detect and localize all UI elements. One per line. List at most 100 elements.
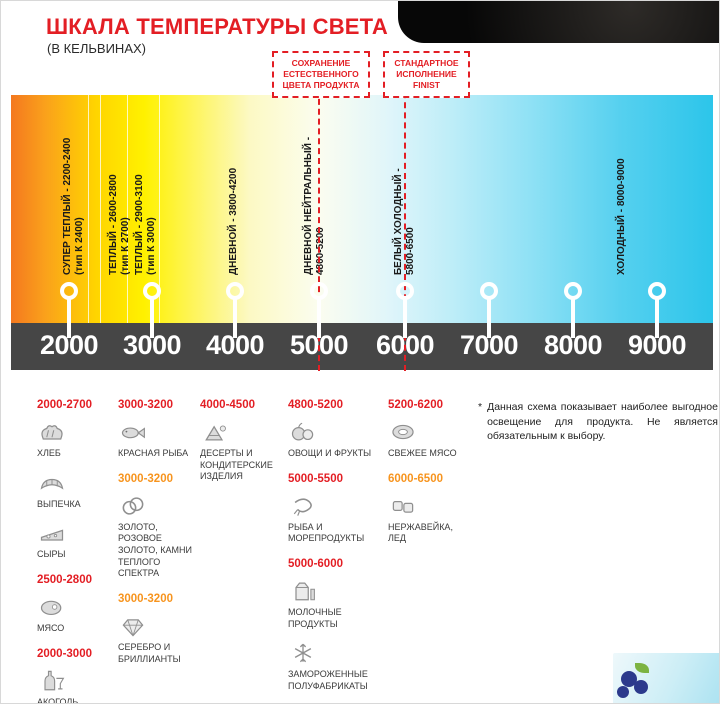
dessert-icon	[200, 418, 284, 446]
food-item-label: АКОГОЛЬ	[37, 696, 79, 704]
food-item: КРАСНАЯ РЫБА	[118, 418, 196, 460]
food-item-label: МОЛОЧНЫЕ ПРОДУКТЫ	[288, 607, 342, 629]
food-range: 2500-2800	[37, 574, 92, 587]
food-item-label: ХЛЕБ	[37, 448, 61, 458]
food-range: 3000-3200	[118, 399, 173, 411]
food-range: 2000-2700	[37, 399, 92, 411]
food-item: МЯСО	[37, 593, 111, 635]
food-item: ЗОЛОТО, РОЗОВОЕ ЗОЛОТО, КАМНИ ТЕПЛОГО СП…	[118, 492, 196, 580]
band-label-line: СУПЕР ТЕПЛЫЙ - 2200-2400	[62, 137, 73, 275]
food-item-label: СЕРЕБРО И БРИЛЛИАНТЫ	[118, 642, 181, 664]
band-label-super-warm: СУПЕР ТЕПЛЫЙ - 2200-2400 (тип К 2400)	[62, 138, 85, 275]
page-title: ШКАЛА ТЕМПЕРАТУРЫ СВЕТА	[46, 14, 389, 39]
food-item-label: МЯСО	[37, 623, 65, 634]
scale-marker	[564, 282, 582, 300]
food-item-label: ЗАМОРОЖЕННЫЕ ПОЛУФАБРИКАТЫ	[288, 669, 368, 692]
food-item-label: РЫБА И МОРЕПРОДУКТЫ	[288, 521, 365, 544]
dashed-line-6000	[404, 82, 406, 371]
berry-decoration	[634, 680, 648, 694]
scale-marker-stem	[67, 299, 71, 338]
page-subtitle: (В КЕЛЬВИНАХ)	[47, 41, 146, 56]
band-label-daylight: ДНЕВНОЙ - 3800-4200	[228, 168, 240, 275]
scale-marker-stem	[150, 299, 154, 338]
band-label-line: (тип К 2700)	[119, 217, 131, 275]
band-separator	[88, 95, 89, 323]
food-item-label: СВЕЖЕЕ МЯСО	[388, 448, 457, 458]
food-group: 3000-3200 ЗОЛОТО, РОЗОВОЕ ЗОЛОТО, КАМНИ …	[118, 473, 196, 580]
scale-marker	[143, 282, 161, 300]
seafood-icon	[288, 492, 376, 520]
scale-marker-stem	[571, 299, 575, 338]
kelvin-scale-bar	[11, 323, 713, 370]
food-item-label: КРАСНАЯ РЫБА	[118, 448, 189, 458]
food-group: 6000-6500 НЕРЖАВЕЙКА, ЛЕД	[388, 473, 464, 545]
band-label-line: ДНЕВНОЙ - 3800-4200	[228, 167, 239, 275]
band-separator	[100, 95, 101, 323]
band-label-line: 4800-5200	[314, 227, 326, 275]
band-label-cold: ХОЛОДНЫЙ - 8000-9000	[616, 158, 628, 275]
scale-marker-stem	[655, 299, 659, 338]
band-separator	[159, 95, 160, 323]
food-column-2: 3000-3200 КРАСНАЯ РЫБА 3000-3200 ЗОЛОТО,…	[118, 399, 196, 679]
scale-marker-stem	[317, 299, 321, 338]
bread-icon	[37, 418, 111, 446]
food-item-label: ЗОЛОТО, РОЗОВОЕ ЗОЛОТО, КАМНИ ТЕПЛОГО СП…	[118, 521, 192, 579]
dashed-line-5000	[318, 89, 320, 371]
food-item: НЕРЖАВЕЙКА, ЛЕД	[388, 492, 464, 545]
food-item-label: ОВОЩИ И ФРУКТЫ	[288, 448, 372, 458]
food-item-label: СЫРЫ	[37, 549, 66, 560]
food-group: 3000-3200 СЕРЕБРО И БРИЛЛИАНТЫ	[118, 593, 196, 665]
fruits-icon	[288, 418, 376, 446]
band-label-line: (тип К 2400)	[73, 217, 85, 275]
fresh-meat-icon	[388, 418, 464, 446]
food-item: АКОГОЛЬ	[37, 667, 111, 704]
food-range: 6000-6500	[388, 472, 443, 485]
band-label-neutral-daylight: ДНЕВНОЙ НЕЙТРАЛЬНЫЙ - 4800-5200	[303, 137, 326, 275]
food-range: 5000-6000	[288, 558, 343, 571]
scale-marker	[648, 282, 666, 300]
food-group: 2500-2800 МЯСО	[37, 574, 111, 635]
callout-finist-standard: СТАНДАРТНОЕ ИСПОЛНЕНИЕ FINIST	[383, 51, 470, 99]
band-separator	[127, 95, 128, 323]
food-item-label: ВЫПЕЧКА	[37, 498, 81, 509]
footnote-text: Данная схема показывает наиболее выгодно…	[487, 401, 718, 443]
band-label-line: (тип К 3000)	[145, 217, 157, 275]
footnote: * Данная схема показывает наиболее выгод…	[478, 400, 718, 444]
alcohol-icon	[37, 667, 111, 695]
band-label-line: ТЕПЛЫЙ - 2600-2800	[108, 174, 119, 275]
band-label-line: БЕЛЫЙ ХОЛОДНЫЙ -	[393, 168, 404, 275]
scale-marker-stem	[233, 299, 237, 338]
food-item: СЫРЫ	[37, 519, 111, 561]
food-range: 2000-3000	[37, 647, 92, 660]
food-item: СЕРЕБРО И БРИЛЛИАНТЫ	[118, 612, 196, 665]
food-group: 5200-6200 СВЕЖЕЕ МЯСО	[388, 399, 464, 460]
frozen-product-photo	[613, 653, 719, 703]
food-item: СВЕЖЕЕ МЯСО	[388, 418, 464, 460]
cheese-icon	[37, 519, 111, 547]
food-column-5: 5200-6200 СВЕЖЕЕ МЯСО 6000-6500 НЕРЖАВЕЙ…	[388, 399, 464, 558]
leaf-decoration	[635, 663, 649, 673]
band-label-line: 5800-6500	[404, 227, 416, 275]
meat-icon	[37, 593, 111, 621]
frozen-icon	[288, 639, 376, 667]
food-item: ХЛЕБ	[37, 418, 111, 460]
food-group: 4800-5200 ОВОЩИ И ФРУКТЫ	[288, 399, 376, 460]
food-group: 2000-3000 АКОГОЛЬ	[37, 647, 111, 704]
band-label-warm-3000: ТЕПЛЫЙ - 2900-3100 (тип К 3000)	[134, 174, 157, 275]
scale-marker	[310, 282, 328, 300]
ice-icon	[388, 492, 464, 520]
food-item-label: НЕРЖАВЕЙКА, ЛЕД	[388, 521, 453, 544]
band-label-line: ТЕПЛЫЙ - 2900-3100	[134, 174, 145, 275]
dairy-icon	[288, 577, 376, 605]
food-range: 3000-3200	[118, 472, 173, 485]
food-column-1: 2000-2700 ХЛЕБ ВЫПЕЧКА СЫРЫ 2500-2800 МЯ…	[37, 399, 111, 704]
food-item-label: ДЕСЕРТЫ И КОНДИТЕРСКИЕ ИЗДЕЛИЯ	[200, 448, 273, 482]
food-group: 5000-5500 РЫБА И МОРЕПРОДУКТЫ	[288, 473, 376, 545]
food-range: 4800-5200	[288, 399, 343, 411]
temperature-gradient-band	[11, 95, 713, 323]
scale-marker	[396, 282, 414, 300]
pastry-icon	[37, 469, 111, 497]
food-item: РЫБА И МОРЕПРОДУКТЫ	[288, 492, 376, 545]
food-range: 5200-6200	[388, 399, 443, 411]
